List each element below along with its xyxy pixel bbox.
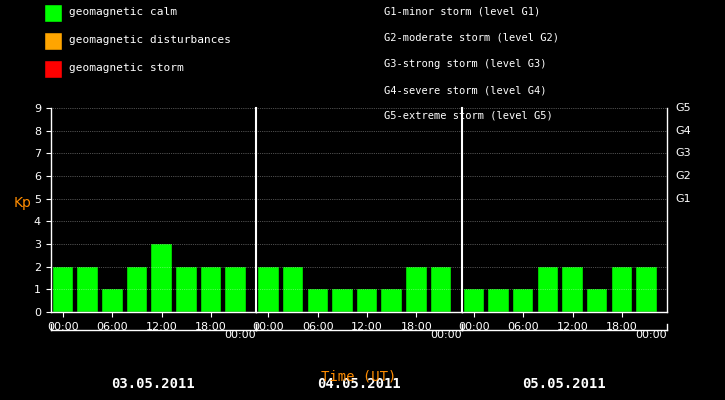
Text: G4: G4 — [675, 126, 691, 136]
Text: G4-severe storm (level G4): G4-severe storm (level G4) — [384, 85, 547, 95]
Text: 05.05.2011: 05.05.2011 — [523, 377, 606, 391]
Text: Time (UT): Time (UT) — [321, 370, 397, 384]
Bar — [258, 267, 278, 312]
Bar — [406, 267, 426, 312]
Text: G2: G2 — [675, 171, 691, 181]
Bar — [78, 267, 98, 312]
Bar — [225, 267, 246, 312]
Bar — [283, 267, 303, 312]
Bar — [357, 289, 377, 312]
Bar — [127, 267, 147, 312]
Text: 00:00: 00:00 — [430, 330, 462, 340]
Text: geomagnetic disturbances: geomagnetic disturbances — [69, 35, 231, 45]
Y-axis label: Kp: Kp — [14, 196, 32, 210]
Bar — [431, 267, 451, 312]
Text: 00:00: 00:00 — [225, 330, 256, 340]
Bar — [201, 267, 221, 312]
Text: G5-extreme storm (level G5): G5-extreme storm (level G5) — [384, 111, 553, 121]
Text: G2-moderate storm (level G2): G2-moderate storm (level G2) — [384, 33, 559, 43]
Bar — [587, 289, 608, 312]
Text: 04.05.2011: 04.05.2011 — [317, 377, 401, 391]
Bar — [176, 267, 196, 312]
Text: G1-minor storm (level G1): G1-minor storm (level G1) — [384, 7, 541, 17]
Text: G3-strong storm (level G3): G3-strong storm (level G3) — [384, 59, 547, 69]
Bar — [381, 289, 402, 312]
Text: G1: G1 — [675, 194, 691, 204]
Text: 03.05.2011: 03.05.2011 — [112, 377, 195, 391]
Bar — [332, 289, 352, 312]
Bar — [563, 267, 583, 312]
Bar — [307, 289, 328, 312]
Bar — [53, 267, 73, 312]
Bar — [102, 289, 123, 312]
Text: geomagnetic calm: geomagnetic calm — [69, 7, 177, 17]
Bar — [637, 267, 657, 312]
Bar — [489, 289, 509, 312]
Bar — [464, 289, 484, 312]
Bar — [538, 267, 558, 312]
Text: geomagnetic storm: geomagnetic storm — [69, 63, 183, 73]
Text: G3: G3 — [675, 148, 691, 158]
Bar — [612, 267, 632, 312]
Bar — [152, 244, 172, 312]
Text: 00:00: 00:00 — [635, 330, 667, 340]
Bar — [513, 289, 534, 312]
Text: G5: G5 — [675, 103, 691, 113]
